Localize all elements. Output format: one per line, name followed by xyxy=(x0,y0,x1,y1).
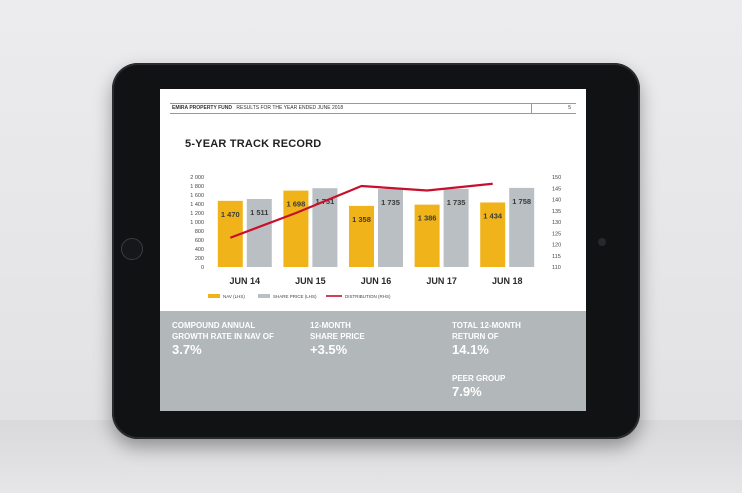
y-right-tick-label: 120 xyxy=(552,243,561,249)
stat-label: PEER GROUP xyxy=(452,374,506,383)
y-left-tick-label: 1 600 xyxy=(190,193,204,199)
legend-swatch-distribution xyxy=(326,295,342,297)
y-left-tick-label: 0 xyxy=(201,265,204,271)
y-left-tick-label: 1 000 xyxy=(190,220,204,226)
data-label-nav: 1 470 xyxy=(221,210,240,219)
y-right-tick-label: 140 xyxy=(552,198,561,204)
stat-value: +3.5% xyxy=(310,342,348,357)
x-tick-label: JUN 16 xyxy=(361,276,392,286)
y-left-tick-label: 1 200 xyxy=(190,211,204,217)
chart-title: 5-YEAR TRACK RECORD xyxy=(185,138,322,150)
y-right-tick-label: 135 xyxy=(552,209,561,215)
y-left-tick-label: 600 xyxy=(195,238,204,244)
y-right-tick-label: 145 xyxy=(552,186,561,192)
stats-panel: COMPOUND ANNUAL GROWTH RATE IN NAV OF 3.… xyxy=(160,311,586,411)
legend-label: DISTRIBUTION (RHS) xyxy=(345,294,391,299)
bar-nav xyxy=(349,205,374,267)
x-tick-label: JUN 18 xyxy=(492,276,523,286)
stat-value: 7.9% xyxy=(452,384,482,399)
track-record-chart: 0 200 400 600 800 1 000 1 200 1 400 1 600 1 800 2 … xyxy=(190,175,561,299)
stat-label: TOTAL 12-MONTH RETURN OF xyxy=(452,321,521,341)
y-right-tick-label: 110 xyxy=(552,265,561,271)
y-right-tick-label: 125 xyxy=(552,231,561,237)
x-tick-label: JUN 17 xyxy=(426,276,457,286)
y-right-tick-label: 115 xyxy=(552,254,561,260)
y-right-tick-label: 150 xyxy=(552,175,561,181)
bar-nav xyxy=(283,190,309,267)
stat-total-return: TOTAL 12-MONTH RETURN OF 14.1% xyxy=(452,320,542,357)
legend-swatch-nav xyxy=(208,294,220,298)
legend-label: NAV (LHS) xyxy=(223,294,245,299)
data-label-share-price: 1 758 xyxy=(512,197,531,206)
y-left-tick-label: 400 xyxy=(195,247,204,253)
data-label-nav: 1 698 xyxy=(287,200,306,209)
bar-share-price xyxy=(509,187,535,267)
data-label-nav: 1 434 xyxy=(483,211,503,220)
stat-value: 14.1% xyxy=(452,342,489,357)
bar-nav xyxy=(480,202,506,267)
stat-value: 3.7% xyxy=(172,342,202,357)
page-number: 5 xyxy=(568,105,571,111)
brand-name: EMIRA PROPERTY FUND xyxy=(172,105,233,111)
data-label-share-price: 1 511 xyxy=(250,208,268,217)
data-label-share-price: 1 735 xyxy=(381,198,400,207)
y-left-tick-label: 800 xyxy=(195,229,204,235)
y-left-tick-label: 1 400 xyxy=(190,202,204,208)
header-divider xyxy=(531,104,532,113)
bar-share-price xyxy=(443,188,469,267)
y-left-tick-label: 1 800 xyxy=(190,184,204,190)
x-tick-label: JUN 15 xyxy=(295,276,326,286)
bar-share-price xyxy=(246,199,272,267)
data-label-nav: 1 358 xyxy=(352,215,371,224)
stat-label: COMPOUND ANNUAL GROWTH RATE IN NAV OF xyxy=(172,321,274,341)
stat-peer-group: PEER GROUP 7.9% xyxy=(452,373,562,399)
data-label-nav: 1 386 xyxy=(418,214,437,223)
stat-share-price: 12-MONTH SHARE PRICE +3.5% xyxy=(310,320,380,357)
header-subtitle: RESULTS FOR THE YEAR ENDED JUNE 2018 xyxy=(236,105,344,111)
y-right-tick-label: 130 xyxy=(552,220,561,226)
home-button[interactable] xyxy=(121,238,143,260)
data-label-share-price: 1 735 xyxy=(447,198,466,207)
legend-swatch-share-price xyxy=(258,294,270,298)
y-left-tick-label: 2 000 xyxy=(190,175,204,181)
line-distribution xyxy=(229,182,493,239)
camera-icon xyxy=(598,238,606,246)
page-header: EMIRA PROPERTY FUND RESULTS FOR THE YEAR… xyxy=(170,103,576,114)
stat-label: 12-MONTH SHARE PRICE xyxy=(310,321,365,341)
y-left-tick-label: 200 xyxy=(195,256,204,262)
stat-nav-growth: COMPOUND ANNUAL GROWTH RATE IN NAV OF 3.… xyxy=(172,320,282,357)
bar-nav xyxy=(414,204,440,267)
x-tick-label: JUN 14 xyxy=(230,276,261,286)
legend-label: SHARE PRICE (LHS) xyxy=(273,294,317,299)
tablet-screen: EMIRA PROPERTY FUND RESULTS FOR THE YEAR… xyxy=(160,89,586,411)
bar-share-price xyxy=(378,188,403,267)
